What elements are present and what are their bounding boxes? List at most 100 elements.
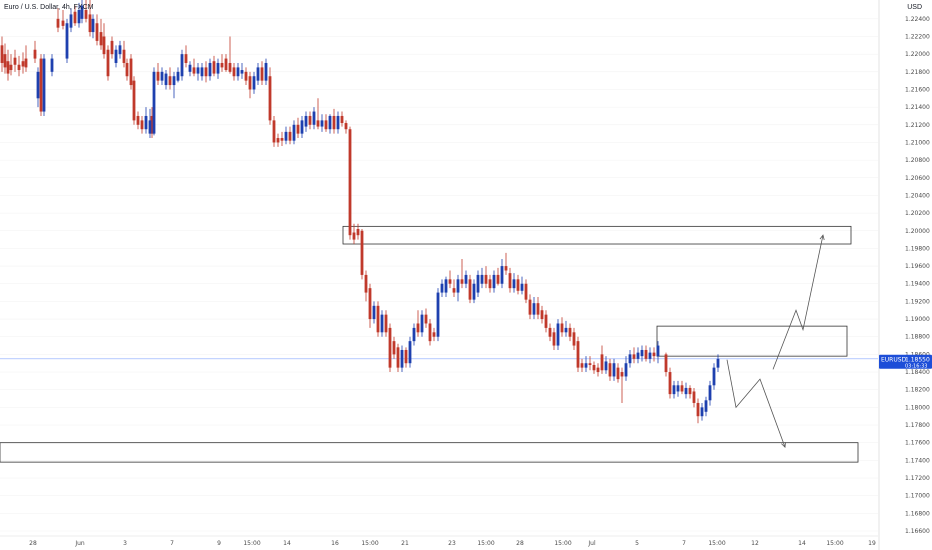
- bearish-candle: [272, 120, 276, 143]
- x-tick-label: 5: [635, 540, 639, 547]
- bullish-candle: [65, 23, 69, 59]
- bullish-candle: [492, 274, 496, 289]
- bearish-candle: [644, 349, 648, 359]
- bearish-candle: [620, 372, 624, 377]
- bearish-candle: [692, 391, 696, 403]
- y-tick-label: 1.17200: [905, 475, 930, 482]
- y-tick-label: 1.20400: [905, 192, 930, 199]
- bearish-candle: [260, 67, 264, 81]
- bullish-candle: [264, 62, 268, 81]
- bullish-candle: [176, 71, 180, 81]
- bullish-candle: [672, 385, 676, 395]
- bullish-candle: [420, 314, 424, 333]
- bearish-candle: [13, 57, 17, 65]
- x-tick-label: 15:00: [826, 540, 843, 547]
- bearish-candle: [540, 310, 544, 320]
- bearish-candle: [588, 363, 592, 365]
- projection-paths[interactable]: [726, 234, 825, 448]
- bullish-candle: [444, 279, 448, 293]
- projection-line[interactable]: [772, 235, 824, 370]
- bearish-candle: [460, 279, 464, 284]
- projection-line[interactable]: [726, 359, 786, 448]
- bearish-candle: [9, 64, 13, 71]
- bearish-candle: [416, 323, 420, 333]
- y-tick-label: 1.22200: [905, 33, 930, 40]
- bearish-candle: [348, 129, 352, 236]
- bearish-candle: [168, 76, 172, 86]
- bearish-candle: [102, 36, 106, 55]
- bullish-candle: [118, 45, 122, 55]
- bullish-candle: [292, 124, 296, 141]
- bearish-candle: [596, 367, 600, 373]
- y-tick-label: 1.21200: [905, 122, 930, 129]
- bearish-candle: [616, 367, 620, 380]
- x-tick-label: Jul: [587, 540, 596, 547]
- bearish-candle: [680, 385, 684, 392]
- bearish-candle: [344, 123, 348, 130]
- bullish-candle: [532, 303, 536, 315]
- bearish-candle: [432, 332, 436, 337]
- bullish-candle: [172, 76, 176, 86]
- bullish-candle: [704, 400, 708, 412]
- bearish-candle: [212, 61, 216, 74]
- bearish-candle: [396, 347, 400, 368]
- x-tick-label: 7: [170, 540, 174, 547]
- bullish-candle: [200, 67, 204, 77]
- bearish-candle: [580, 363, 584, 368]
- zone-rectangle[interactable]: [342, 225, 852, 245]
- bearish-candle: [652, 352, 656, 357]
- bearish-candle: [528, 299, 532, 315]
- supply-demand-zones[interactable]: [0, 225, 859, 463]
- bearish-candle: [280, 138, 284, 141]
- bearish-candle: [688, 387, 692, 395]
- bullish-candle: [520, 283, 524, 291]
- y-tick-label: 1.18400: [905, 369, 930, 376]
- bearish-candle: [632, 354, 636, 359]
- bullish-candle: [152, 71, 156, 134]
- bearish-candle: [376, 305, 380, 333]
- arrow-head: [819, 234, 825, 241]
- x-tick-label: 28: [29, 540, 37, 547]
- zone-rectangle[interactable]: [0, 442, 859, 463]
- y-tick-label: 1.18800: [905, 334, 930, 341]
- candles: [0, 0, 720, 424]
- bullish-candle: [180, 54, 184, 77]
- bearish-candle: [468, 279, 472, 300]
- bullish-candle: [640, 349, 644, 357]
- bearish-candle: [228, 62, 232, 72]
- bearish-candle: [504, 266, 508, 271]
- bearish-candle: [248, 76, 252, 90]
- bearish-candle: [132, 80, 136, 121]
- y-tick-label: 1.20800: [905, 157, 930, 164]
- y-tick-label: 1.22400: [905, 16, 930, 23]
- bullish-candle: [500, 266, 504, 284]
- bullish-candle: [708, 385, 712, 401]
- bullish-candle: [716, 358, 720, 368]
- time-axis[interactable]: 28 Jun 3 7 9 15:00 14 16 15:00 21 23 15:00 28 15:00 Ju…: [0, 535, 878, 547]
- bullish-candle: [408, 341, 412, 364]
- y-tick-label: 1.19000: [905, 316, 930, 323]
- bearish-candle: [448, 279, 452, 284]
- bullish-candle: [91, 18, 95, 33]
- y-tick-label: 1.19800: [905, 245, 930, 252]
- bullish-candle: [604, 361, 608, 371]
- y-tick-label: 1.18000: [905, 404, 930, 411]
- bullish-candle: [196, 67, 200, 74]
- currency-unit: USD: [907, 4, 922, 11]
- bullish-candle: [656, 345, 660, 357]
- bearish-candle: [192, 67, 196, 74]
- y-tick-label: 1.21400: [905, 104, 930, 111]
- bullish-candle: [42, 58, 46, 112]
- bearish-candle: [484, 274, 488, 284]
- bearish-candle: [560, 323, 564, 333]
- bullish-candle: [148, 120, 152, 134]
- bearish-candle: [125, 62, 129, 77]
- zone-rectangle[interactable]: [656, 325, 848, 357]
- price-axis[interactable]: 1.16600 1.16800 1.17000 1.17200 1.17400 1.176…: [905, 16, 930, 535]
- bearish-candle: [122, 49, 126, 63]
- bearish-candle: [668, 372, 672, 395]
- bullish-candle: [700, 407, 704, 417]
- y-tick-label: 1.19400: [905, 281, 930, 288]
- y-tick-label: 1.21000: [905, 139, 930, 146]
